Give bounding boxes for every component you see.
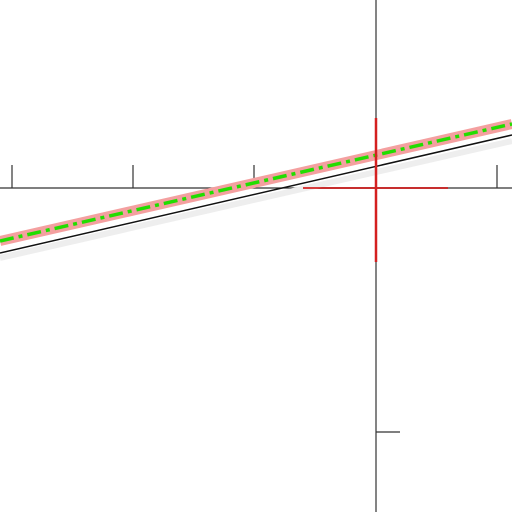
dashed-line [0,122,512,243]
solid-line [0,134,512,254]
line-shadow [0,138,512,261]
